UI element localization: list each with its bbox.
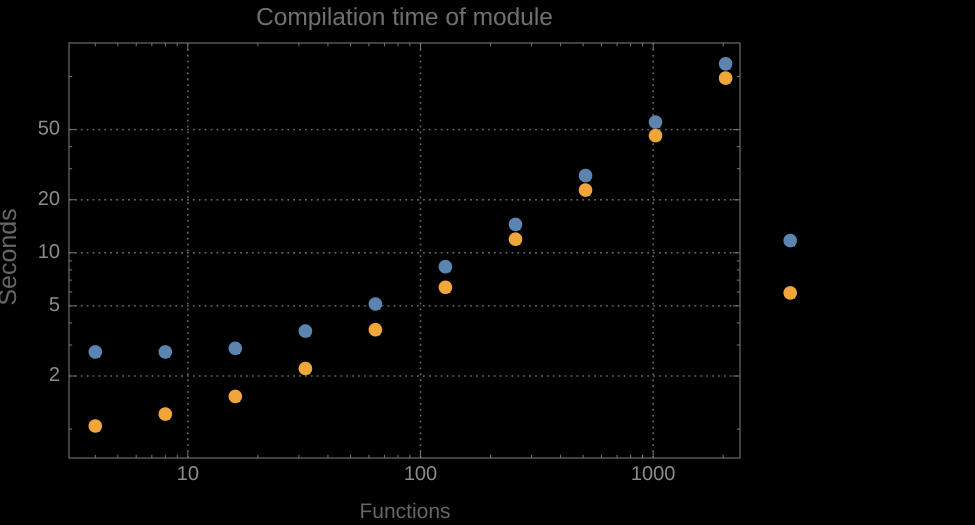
svg-text:10: 10 [38, 241, 60, 263]
svg-text:20: 20 [38, 188, 60, 210]
svg-text:Functions: Functions [359, 500, 450, 523]
svg-text:2: 2 [49, 364, 60, 386]
svg-text:10: 10 [177, 463, 199, 485]
svg-text:Seconds: Seconds [0, 208, 22, 305]
svg-text:100: 100 [404, 463, 437, 485]
svg-text:50: 50 [38, 118, 60, 140]
svg-text:Compilation time of module: Compilation time of module [256, 4, 553, 31]
svg-text:1000: 1000 [631, 463, 676, 485]
svg-text:5: 5 [49, 294, 60, 316]
